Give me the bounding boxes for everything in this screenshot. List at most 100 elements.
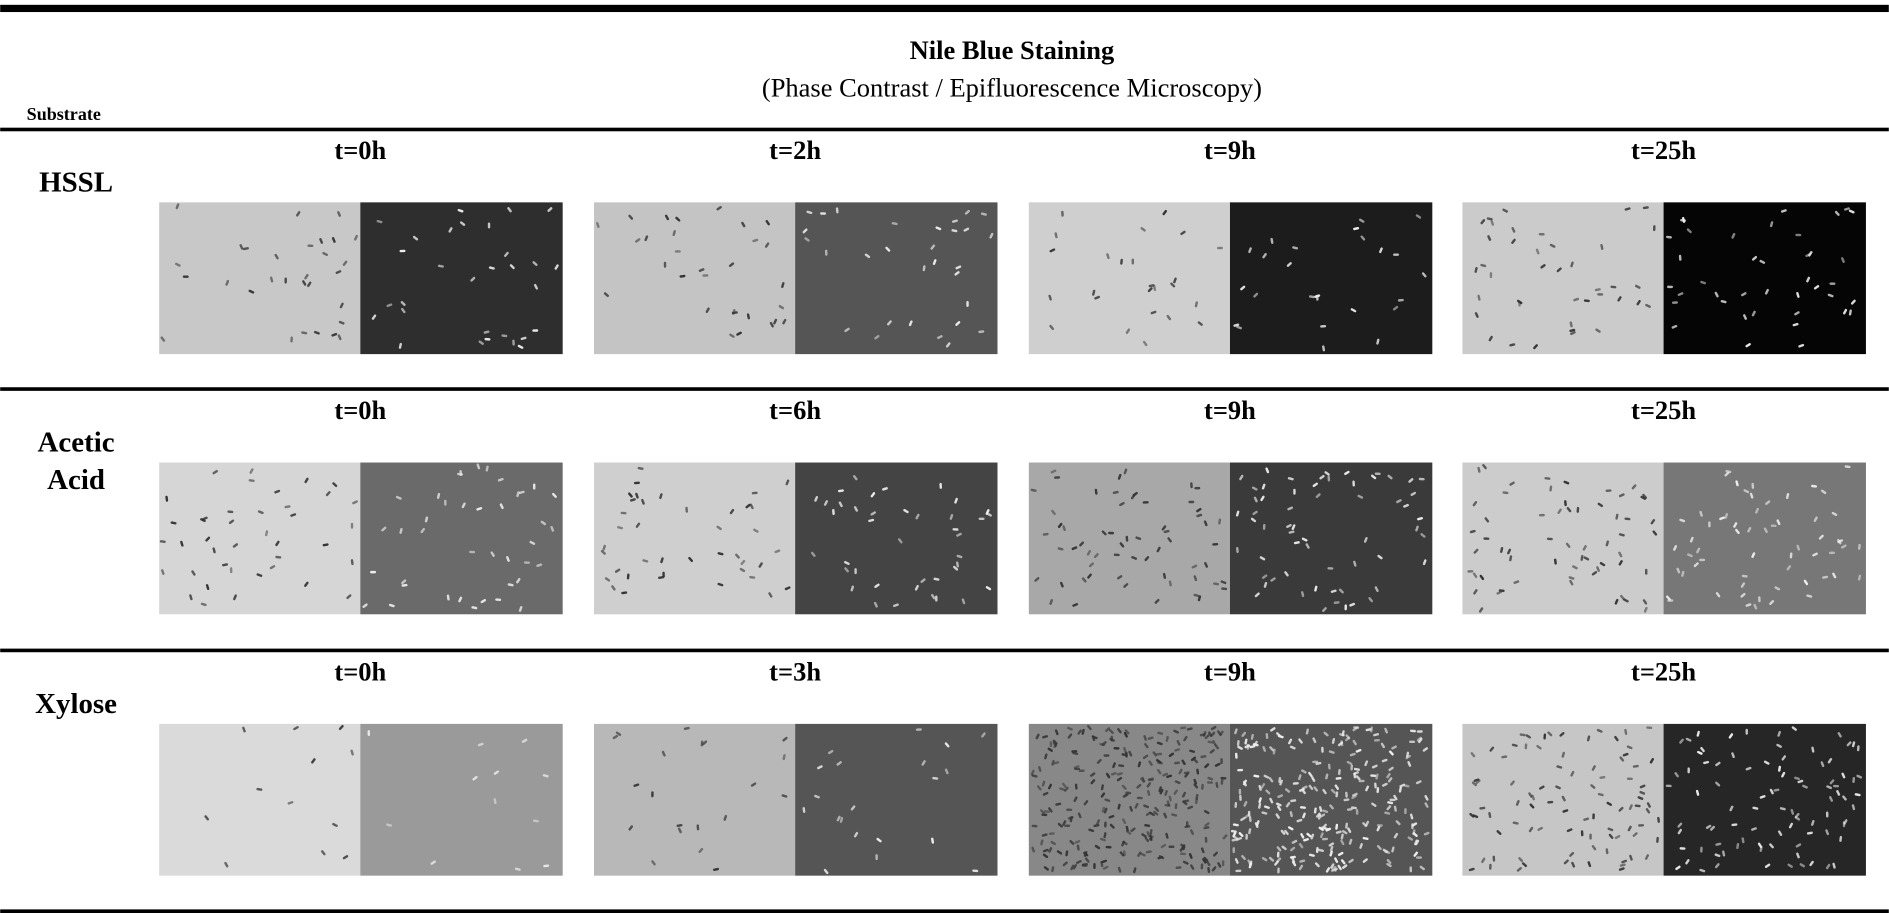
cell [1180,852,1186,855]
cell [1490,272,1493,278]
cell [495,598,501,601]
cell [290,336,293,342]
phase-contrast-image [1462,463,1663,615]
fluorescence-image [1230,202,1432,354]
cell [939,483,942,489]
cell [1356,809,1359,815]
cell [1393,253,1399,255]
cell [444,500,446,506]
figure: Nile Blue Staining (Phase Contrast / Epi… [0,0,1889,913]
fluorescence-image [795,724,997,876]
cell [1312,761,1318,764]
fluorescence-image [1230,463,1432,615]
cell [1132,259,1134,265]
cell [966,301,968,307]
image-background [1029,463,1230,615]
phase-contrast-image [1462,724,1663,876]
cell [1375,472,1381,475]
cell [1320,325,1326,328]
substrate-cell: Xylose [22,687,130,783]
cell [1194,487,1200,489]
cell [484,338,490,341]
cell [1597,293,1603,296]
cell [1489,864,1492,870]
cell [1222,860,1225,866]
fluorescence-image [360,463,562,615]
cell [1699,559,1705,561]
image-background [594,463,795,615]
phase-contrast-image [594,724,795,876]
cell [1248,811,1251,817]
time-label: t=2h [769,135,821,165]
fluorescence-image [795,202,997,354]
image-background [360,202,562,354]
cell [952,528,958,531]
cell [1829,552,1835,555]
cell [1105,846,1111,849]
cell [1795,234,1801,237]
cell [1239,789,1242,795]
cell [1672,301,1678,304]
fluorescence-image [360,724,562,876]
phase-contrast-image [594,463,795,615]
figure-title: Nile Blue Staining [910,35,1115,65]
fluorescence-image [795,463,997,615]
cell [1581,830,1584,836]
cell [1771,524,1777,527]
phase-contrast-image [1462,202,1663,354]
row-rule [0,649,1889,653]
cell [1409,741,1415,743]
cell [1148,779,1154,782]
cell [1687,767,1689,773]
cell [1082,864,1088,867]
cell [1104,821,1107,827]
cell [1492,856,1495,862]
cell [1061,211,1064,217]
image-background [594,202,795,354]
image-background [594,724,795,876]
cell [702,274,708,277]
cell [1344,604,1347,610]
cell [1137,797,1143,800]
cell [1093,863,1095,869]
cell [972,869,978,872]
cell [1064,825,1070,828]
cell [367,730,370,736]
cell [1751,483,1754,489]
image-background [159,202,360,354]
cell [488,222,490,228]
cell [1398,299,1404,302]
cell [1277,852,1280,858]
phase-contrast-image [1029,202,1230,354]
cell [1114,554,1120,557]
phase-contrast-image [1029,463,1230,615]
cell [1539,233,1545,236]
cell [1277,867,1280,873]
cell [664,262,666,268]
cell [1843,821,1845,827]
cell [370,571,376,573]
time-label: t=25h [1631,135,1696,165]
phase-contrast-image [159,202,360,354]
cell [284,278,287,284]
image-background [360,463,562,615]
cell [230,567,233,573]
cell [854,568,856,574]
column-header: Substrate [27,104,101,124]
fluorescence-image [1664,463,1866,615]
cell [1467,570,1473,573]
cell [1352,480,1355,486]
cell [1345,792,1348,798]
cell [1220,777,1226,780]
image-background [1664,463,1866,615]
substrate-label: Xylose [22,687,130,724]
cell [1353,726,1359,729]
cell [1745,729,1748,735]
cell [1169,846,1175,848]
cell [651,791,654,797]
cell [1666,785,1672,788]
cell [1220,758,1222,764]
cell [820,212,826,214]
time-label: t=0h [334,657,386,687]
image-background [1664,724,1866,876]
